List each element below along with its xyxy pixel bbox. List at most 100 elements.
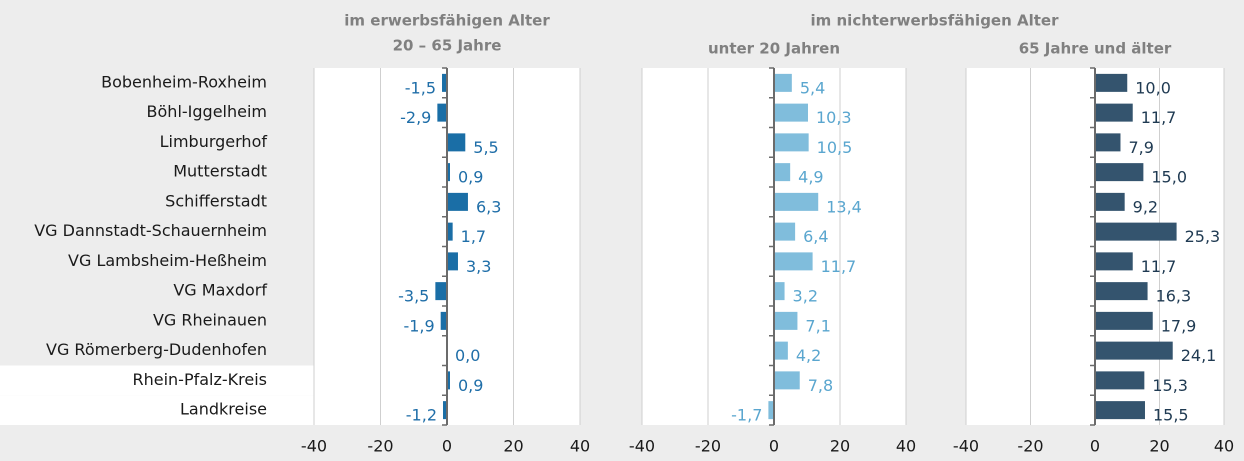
value-label: 5,4: [800, 78, 825, 97]
value-label: 5,5: [473, 138, 498, 157]
value-label: 10,3: [816, 108, 852, 127]
bar: [1095, 401, 1145, 420]
bar: [774, 222, 796, 241]
bar: [440, 311, 447, 330]
x-tick-label: 0: [1090, 437, 1100, 456]
bar: [447, 133, 466, 152]
value-label: 10,0: [1135, 78, 1171, 97]
x-tick-label: 20: [503, 437, 523, 456]
value-label: 13,4: [826, 197, 862, 216]
bar: [447, 192, 468, 211]
x-tick-label: 20: [1149, 437, 1169, 456]
value-label: -2,9: [400, 108, 431, 127]
x-tick-label: -20: [695, 437, 721, 456]
bar: [442, 73, 447, 92]
series-name: 20 – 65 Jahre: [393, 37, 502, 55]
value-label: 6,4: [803, 227, 828, 246]
bar: [1095, 73, 1128, 92]
x-tick-label: 20: [830, 437, 850, 456]
bar: [437, 103, 447, 122]
category-label: Bobenheim-Roxheim: [101, 72, 267, 91]
bar: [774, 341, 788, 360]
bar: [1095, 133, 1121, 152]
bar: [774, 163, 791, 182]
value-label: 15,5: [1153, 406, 1189, 425]
value-label: -1,5: [405, 78, 436, 97]
value-label: 15,0: [1151, 168, 1187, 187]
bar: [1095, 192, 1125, 211]
bar: [774, 103, 808, 122]
category-label: Landkreise: [180, 400, 267, 419]
bar: [774, 252, 813, 271]
bar: [1095, 341, 1173, 360]
x-tick-label: 0: [442, 437, 452, 456]
bar: [435, 282, 447, 301]
bar: [774, 133, 809, 152]
bar: [1095, 311, 1153, 330]
category-label: VG Rheinauen: [153, 310, 267, 329]
value-label: 25,3: [1185, 227, 1221, 246]
value-label: 10,5: [817, 138, 853, 157]
value-label: 7,9: [1128, 138, 1153, 157]
bar: [1095, 163, 1144, 182]
category-label: VG Lambsheim-Heßheim: [68, 251, 267, 270]
value-label: 24,1: [1181, 346, 1217, 365]
x-tick-label: 40: [1214, 437, 1234, 456]
category-label: VG Römerberg-Dudenhofen: [46, 340, 267, 359]
bar: [1095, 222, 1177, 241]
value-label: 9,2: [1133, 197, 1158, 216]
category-label: VG Dannstadt-Schauernheim: [34, 221, 267, 240]
x-tick-label: -20: [367, 437, 393, 456]
category-label: Limburgerhof: [160, 132, 268, 151]
value-label: 15,3: [1152, 376, 1188, 395]
category-label: Schifferstadt: [165, 191, 267, 210]
value-label: 17,9: [1161, 316, 1197, 335]
value-label: 0,9: [458, 168, 483, 187]
bar: [1095, 103, 1133, 122]
bar: [447, 163, 450, 182]
value-label: -1,7: [731, 406, 762, 425]
bar: [768, 401, 774, 420]
series-name: unter 20 Jahren: [708, 40, 840, 58]
bar: [774, 192, 819, 211]
bar: [1095, 282, 1148, 301]
value-label: 16,3: [1156, 287, 1192, 306]
value-label: 3,3: [466, 257, 491, 276]
category-label: Rhein-Pfalz-Kreis: [132, 370, 267, 389]
row-highlight: [0, 365, 314, 396]
x-tick-label: 40: [570, 437, 590, 456]
bar: [774, 73, 792, 92]
value-label: 4,9: [798, 168, 823, 187]
value-label: 1,7: [461, 227, 486, 246]
category-label: Mutterstadt: [173, 162, 267, 181]
value-label: 6,3: [476, 197, 501, 216]
value-label: 7,1: [805, 316, 830, 335]
x-tick-label: -40: [301, 437, 327, 456]
bar: [1095, 252, 1133, 271]
value-label: -1,2: [406, 406, 437, 425]
bar: [447, 252, 458, 271]
series-name: 65 Jahre und älter: [1019, 40, 1172, 58]
value-label: 11,7: [821, 257, 857, 276]
row-highlight: [0, 395, 314, 425]
bar: [1095, 371, 1145, 390]
value-label: -3,5: [398, 287, 429, 306]
bar: [774, 371, 800, 390]
value-label: -1,9: [403, 316, 434, 335]
value-label: 0,9: [458, 376, 483, 395]
bar: [447, 371, 450, 390]
x-tick-label: -40: [953, 437, 979, 456]
category-label: Böhl-Iggelheim: [147, 102, 267, 121]
value-label: 4,2: [796, 346, 821, 365]
bar: [774, 282, 785, 301]
group-label: im nichterwerbsfähigen Alter: [811, 12, 1060, 30]
value-label: 0,0: [455, 346, 480, 365]
value-label: 3,2: [793, 287, 818, 306]
bar: [447, 222, 453, 241]
x-tick-label: -40: [629, 437, 655, 456]
bar: [443, 401, 447, 420]
value-label: 7,8: [808, 376, 833, 395]
bar: [774, 311, 798, 330]
x-tick-label: -20: [1017, 437, 1043, 456]
